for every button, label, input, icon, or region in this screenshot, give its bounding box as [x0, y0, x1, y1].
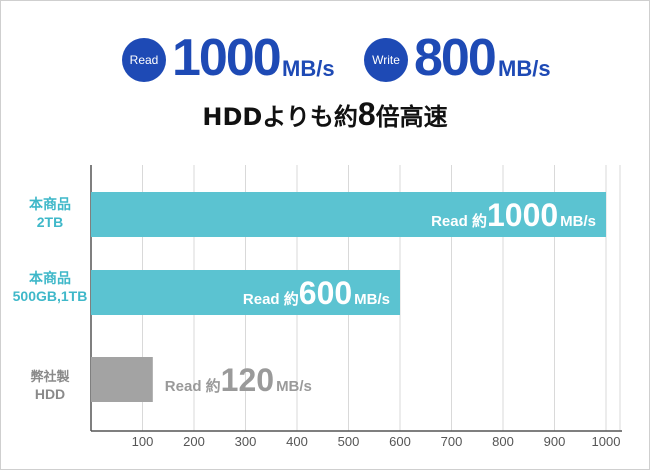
bar-0 [91, 192, 606, 237]
chart-subtitle: HDDよりも約8倍高速 [0, 96, 650, 133]
category-label-2-line1: 弊社製 [30, 370, 70, 385]
data-label-1-part-1: 約 [284, 290, 299, 308]
x-tick-label-100: 100 [132, 434, 154, 449]
category-label-1-line1: 本商品 [29, 271, 71, 287]
category-label-2-line2: HDD [34, 386, 66, 402]
x-tick-label-1000: 1000 [592, 434, 621, 449]
x-tick-label-400: 400 [286, 434, 308, 449]
write-speed-value: 800 [414, 29, 497, 87]
subtitle-multiplier: 8 [357, 96, 376, 132]
read-speed-unit: MB/s [282, 56, 335, 81]
x-tick-label-600: 600 [389, 434, 411, 449]
subtitle-suffix: 倍高速 [375, 103, 448, 131]
data-label-2: Read 約120 MB/s [165, 362, 312, 398]
data-label-2-part-0: Read [165, 378, 206, 395]
data-label-0-part-1: 約 [472, 212, 487, 230]
data-label-0-part-3: MB/s [560, 213, 596, 230]
x-tick-label-700: 700 [441, 434, 463, 449]
bar-1 [91, 270, 400, 315]
data-label-1-part-3: MB/s [354, 291, 390, 308]
data-label-1: Read 約600 MB/s [243, 275, 390, 311]
read-badge: Read [122, 38, 166, 82]
category-label-0-line1: 本商品 [29, 197, 71, 213]
data-label-2-part-3: MB/s [276, 378, 312, 395]
data-label-1-part-2: 600 [299, 275, 352, 311]
data-label-0-part-0: Read [431, 213, 472, 230]
subtitle-prefix: HDDよりも約 [202, 103, 358, 131]
x-tick-label-900: 900 [544, 434, 566, 449]
data-label-0-part-2: 1000 [487, 197, 558, 233]
x-tick-label-200: 200 [183, 434, 205, 449]
category-label-0-line2: 2TB [36, 214, 64, 230]
category-label-2: 弊社製 HDD [6, 369, 94, 403]
data-label-2-part-1: 約 [206, 377, 221, 395]
read-speed-value: 1000 [172, 29, 282, 87]
x-tick-label-300: 300 [235, 434, 257, 449]
data-label-0: Read 約1000 MB/s [431, 197, 596, 233]
x-tick-label-800: 800 [492, 434, 514, 449]
data-label-1-part-0: Read [243, 291, 284, 308]
write-badge: Write [364, 38, 408, 82]
write-speed-unit: MB/s [498, 56, 551, 81]
speed-headline: Read 1000 MB/s Write 800 MB/s [0, 28, 650, 88]
x-tick-label-500: 500 [338, 434, 360, 449]
category-label-1: 本商品 500GB,1TB [4, 271, 96, 305]
category-label-1-line2: 500GB,1TB [12, 288, 88, 304]
data-label-2-part-2: 120 [221, 362, 274, 398]
bar-2 [91, 357, 153, 402]
category-label-0: 本商品 2TB [6, 197, 94, 231]
